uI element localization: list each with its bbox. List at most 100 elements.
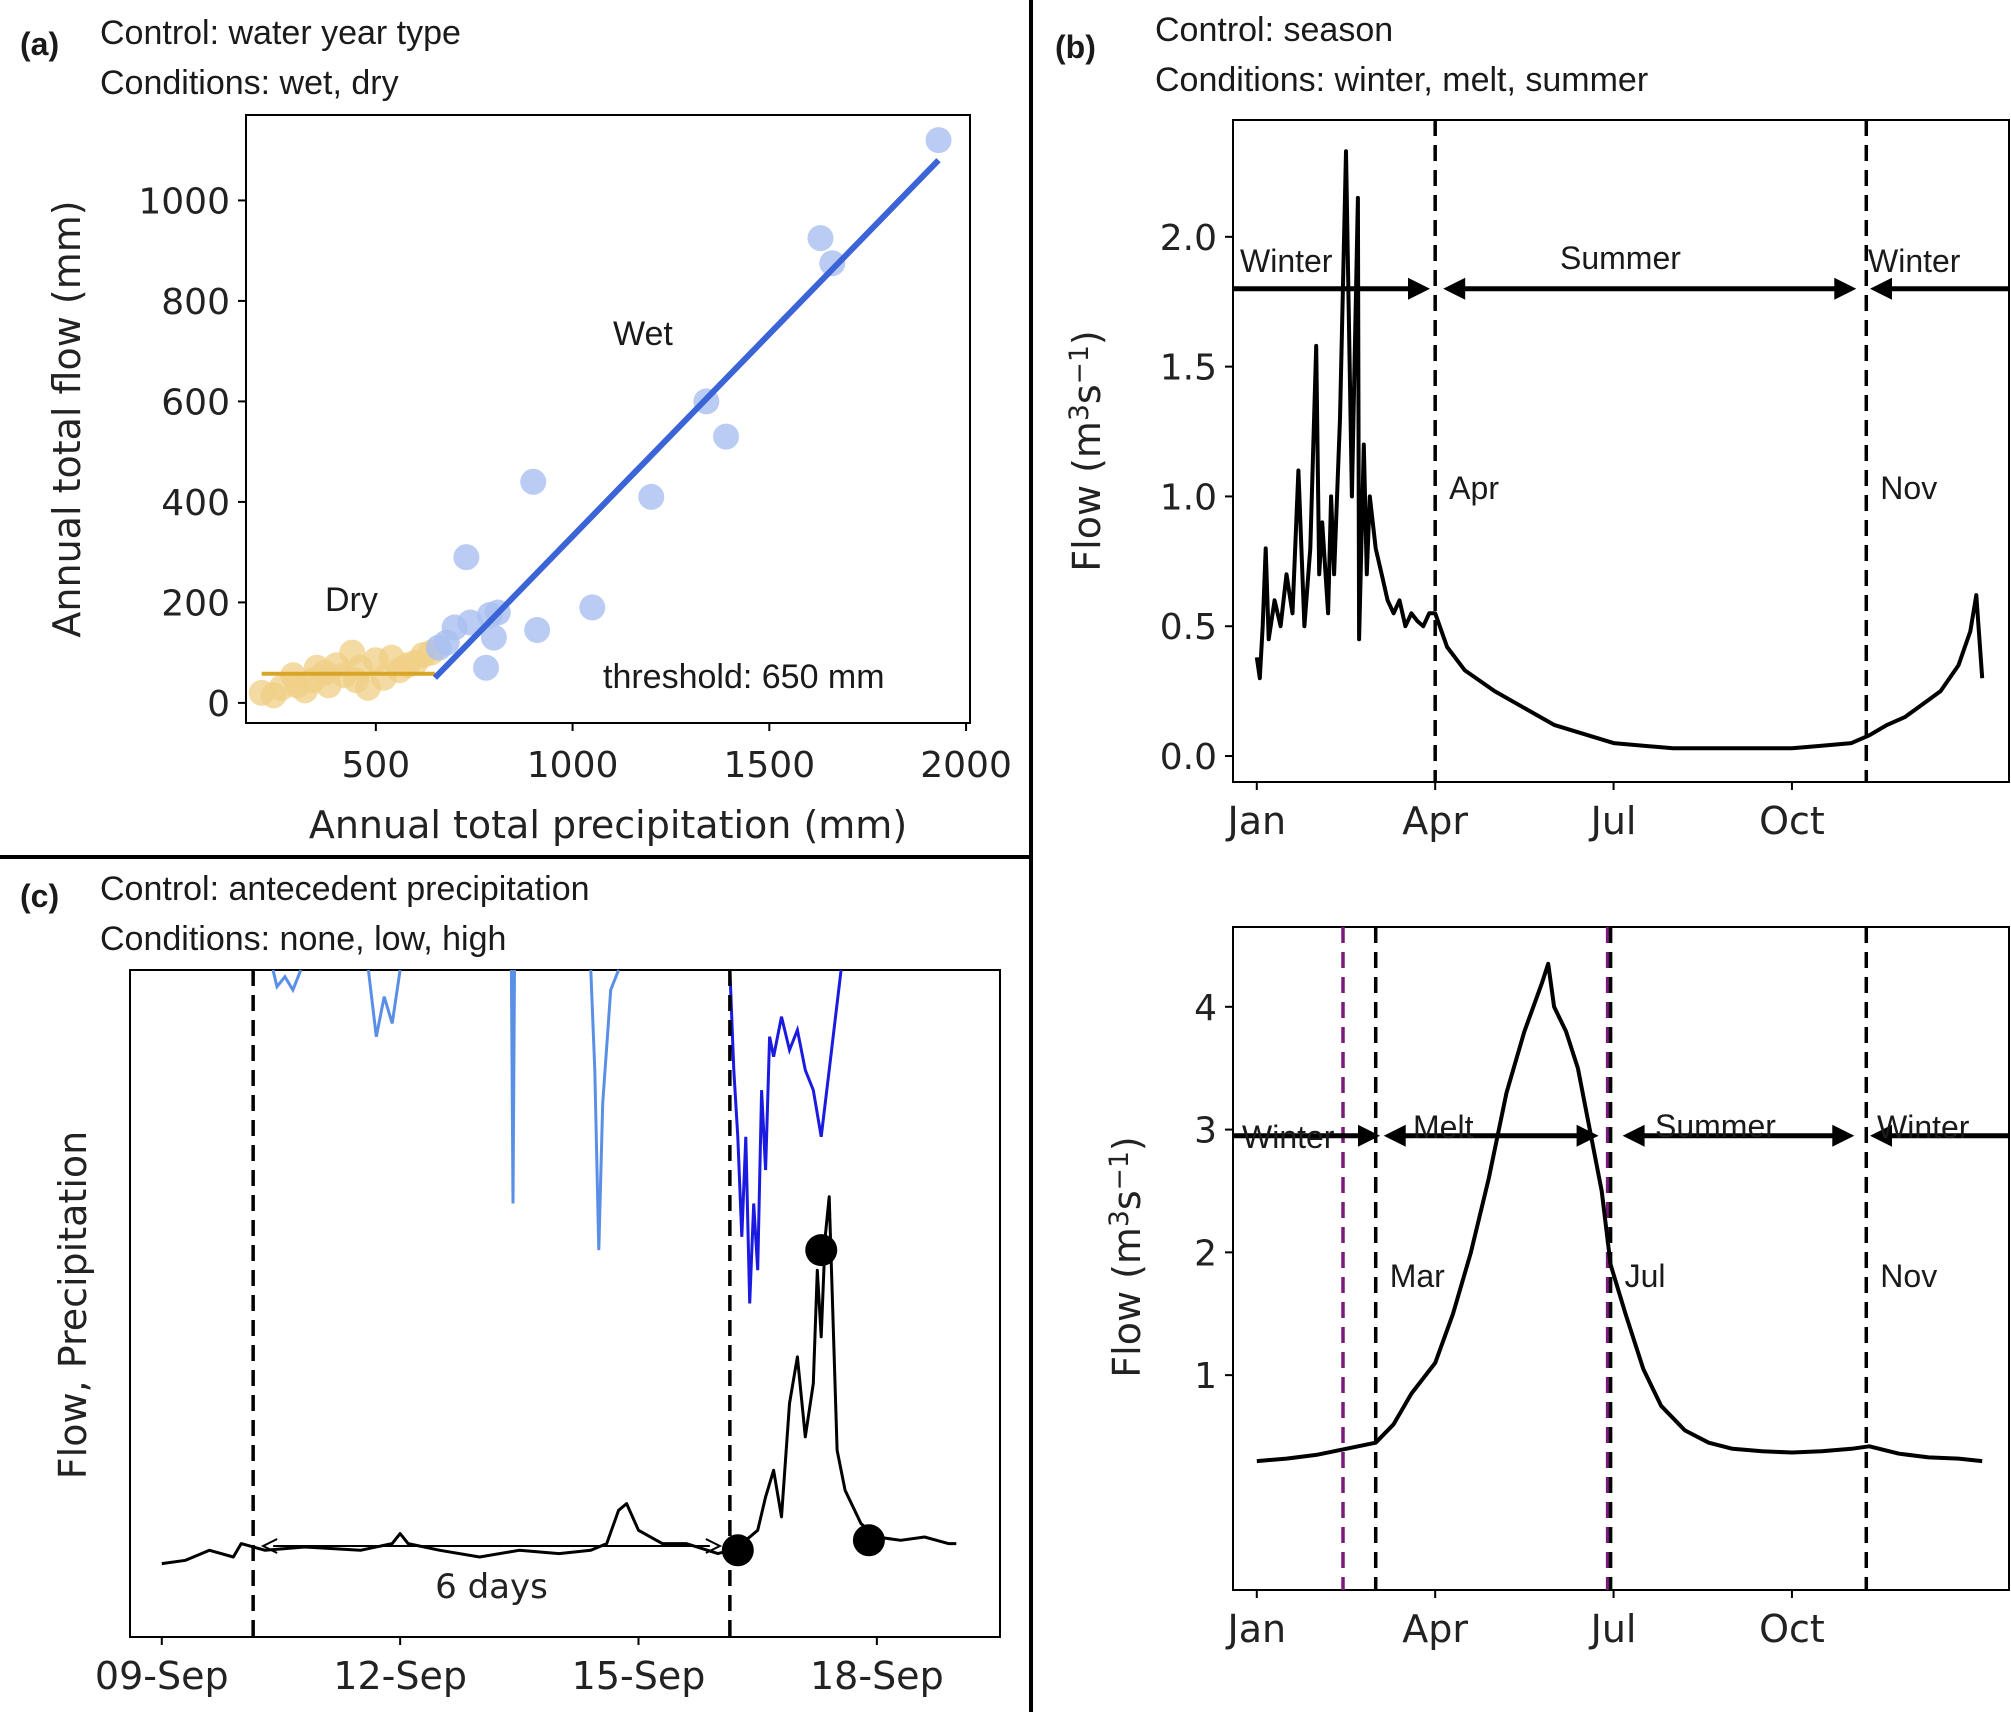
a-ytick-label: 1000 [138,181,230,222]
a-xtick-label: 2000 [920,745,1012,786]
winter-arrow-head [1358,1124,1380,1147]
wet-fit-line [432,158,941,680]
a-ytick-label: 0 [207,684,230,725]
c-xtick-label: 15-Sep [572,1654,706,1698]
a-xtick-label: 500 [341,745,410,786]
panel-c-control: Control: antecedent precipitation [100,870,590,908]
flow-line-bottom [1256,961,1983,1464]
six-days-head-right [705,1538,723,1554]
winter-arrow-2-head [1870,1124,1892,1147]
b-top-xtick-label: Oct [1759,799,1825,843]
season-label-summer: Summer [1560,240,1681,276]
precip-light-line [366,969,402,1037]
wet-point [713,423,740,450]
panel-b-conditions: Conditions: winter, melt, summer [1155,61,1648,99]
a-ytick-label: 400 [161,483,230,524]
a-xtick-label: 1500 [724,745,816,786]
chart-a: 500 1000 1500 2000 0 200 400 600 800 1000 Annual t… [45,114,1012,847]
b-bottom-ytick-label: 3 [1194,1111,1217,1152]
event-point [805,1234,838,1267]
season-label-winter-2: Winter [1868,243,1961,279]
wet-annotation: Wet [613,315,673,353]
b-bottom-ylabel: Flow (m3s−1) [1104,1136,1149,1377]
melt-arrow-head-left [1383,1124,1406,1147]
b-top-ytick-label: 1.0 [1160,477,1217,518]
precip-light-line [271,969,303,994]
winter-arrow-head [1408,277,1430,300]
wet-point [453,544,480,571]
b-bottom-ytick-label: 2 [1194,1233,1217,1274]
b-bottom-ytick-label: 4 [1194,988,1217,1029]
a-xtick-label: 1000 [527,745,619,786]
b-top-ytick-label: 2.0 [1160,218,1217,259]
summer-arrow-head-right [1832,1124,1855,1147]
c-ylabel: Flow, Precipitation [51,1131,95,1479]
season-label-summer: Summer [1655,1108,1776,1144]
b-bottom-boundary-label: Jul [1625,1258,1666,1294]
wet-point [480,624,507,651]
wet-point [524,617,551,644]
b-bottom-xtick-label: Apr [1402,1607,1468,1651]
plot-frame-b-top [1232,119,2010,783]
b-top-ytick-label: 0.0 [1160,737,1217,778]
b-top-xtick-label: Jul [1589,799,1637,843]
c-xtick-label: 12-Sep [333,1654,467,1698]
precip-dark-line [728,969,843,1304]
winter-arrow-2-head [1870,277,1892,300]
b-top-xtick-label: Apr [1402,799,1468,843]
plot-frame-b-bottom [1232,926,2010,1591]
plot-frame-a [245,114,971,724]
season-label-winter-2: Winter [1877,1109,1970,1145]
b-top-boundary-label: Apr [1449,470,1499,506]
chart-b-top: Jan Apr Jul Oct 0.0 0.5 1.0 1.5 2.0 Flow (m3s−1) A… [1064,119,2010,843]
season-label-winter: Winter [1242,1119,1335,1155]
a-ylabel: Annual total flow (mm) [45,200,89,637]
b-top-xtick-label: Jan [1225,799,1286,843]
chart-c: 09-Sep 12-Sep 15-Sep 18-Sep Flow, Precipitat… [51,969,1001,1698]
precip-light-line [509,969,516,1204]
b-bottom-xtick-label: Jul [1589,1607,1637,1651]
wet-point [638,483,665,510]
a-ytick-label: 800 [161,282,230,323]
wet-point [457,609,484,636]
b-bottom-xtick-label: Jan [1225,1607,1286,1651]
wet-point [473,654,500,681]
a-xlabel: Annual total precipitation (mm) [309,803,907,847]
summer-arrow-head-left [1443,277,1466,300]
panel-a-letter: (a) [20,26,59,62]
wet-point [579,594,606,621]
wet-point [925,127,952,154]
b-bottom-boundary-label: Mar [1390,1258,1445,1294]
six-days-label: 6 days [435,1567,548,1607]
threshold-annotation: threshold: 650 mm [603,658,885,696]
flow-line-top [1254,149,1985,751]
event-point [852,1524,885,1557]
b-top-ylabel: Flow (m3s−1) [1064,330,1109,571]
dry-annotation: Dry [325,581,378,619]
six-days-head-left [260,1538,278,1554]
b-bottom-ytick-label: 1 [1194,1356,1217,1397]
b-bottom-xtick-label: Oct [1759,1607,1825,1651]
season-label-winter: Winter [1240,243,1333,279]
season-label-melt: Melt [1413,1109,1474,1145]
c-xtick-label: 18-Sep [810,1654,944,1698]
summer-arrow-head-right [1834,277,1857,300]
b-bottom-boundary-label: Nov [1880,1258,1937,1294]
plot-frame-c [129,969,1001,1638]
c-xtick-label: 09-Sep [95,1654,229,1698]
panel-a-control: Control: water year type [100,14,461,52]
panel-c-conditions: Conditions: none, low, high [100,920,506,958]
event-point [721,1534,754,1567]
b-top-ytick-label: 0.5 [1160,607,1217,648]
melt-arrow-head-right [1576,1124,1599,1147]
summer-arrow-head-left [1622,1124,1645,1147]
a-ytick-label: 600 [161,382,230,423]
flow-line-c [161,1195,957,1566]
chart-b-bottom: Jan Apr Jul Oct 1 2 3 4 Flow (m3s−1) Mar Jul Nov Win… [1104,926,2010,1651]
wet-point [520,468,547,495]
b-top-boundary-label: Nov [1880,470,1937,506]
panel-a-conditions: Conditions: wet, dry [100,64,399,102]
panel-c-letter: (c) [20,878,59,914]
panel-b-letter: (b) [1055,29,1096,65]
